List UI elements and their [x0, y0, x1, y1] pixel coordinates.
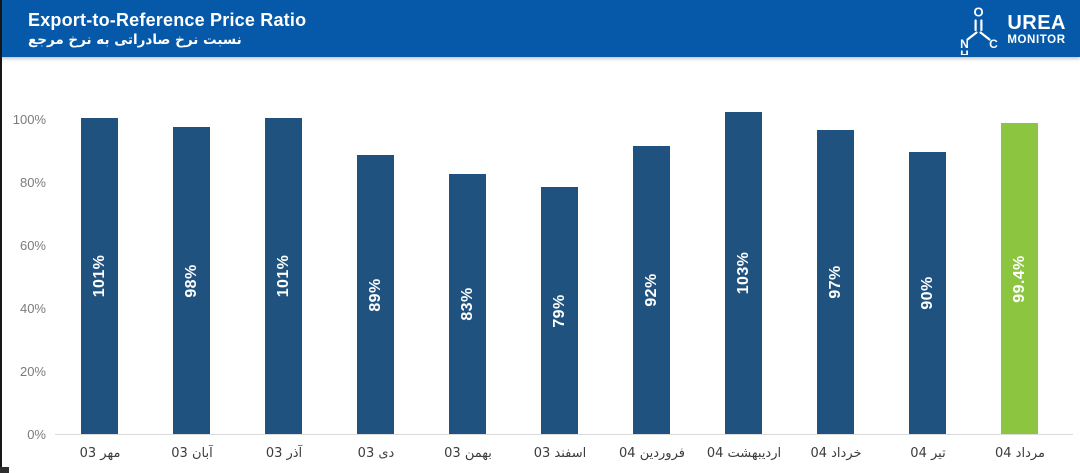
bar-value-label: 98%	[182, 263, 200, 298]
atom-o: O	[974, 4, 984, 19]
atom-c: C	[989, 37, 998, 51]
x-axis-label: آبان 03	[171, 446, 213, 461]
x-axis-label: مهر 03	[79, 446, 121, 461]
y-axis-tick-label: 100%	[12, 112, 46, 127]
x-axis-label: آذر 03	[265, 446, 303, 461]
bar-value-label: 99.4%	[1010, 254, 1028, 303]
bar-2: 98%	[173, 127, 210, 434]
header: Export-to-Reference Price Ratio نسبت نرخ…	[0, 0, 1080, 57]
bar-value-label: 89%	[366, 277, 384, 312]
header-titles: Export-to-Reference Price Ratio نسبت نرخ…	[0, 10, 306, 48]
bar-10: 90%	[909, 152, 946, 434]
bar-6: 79%	[541, 187, 578, 434]
screen-corner-artifact	[0, 467, 9, 473]
page-title: Export-to-Reference Price Ratio	[28, 9, 307, 30]
x-axis-label: اردیبهشت 04	[706, 446, 782, 461]
bar-7: 92%	[633, 146, 670, 434]
atom-h: H	[960, 48, 969, 55]
y-axis-tick-label: 20%	[19, 364, 46, 379]
logo-suffix: MONITOR	[1007, 33, 1066, 46]
screen-left-border	[0, 0, 2, 473]
y-axis-tick-label: 80%	[19, 175, 46, 190]
x-axis-label: اسفند 03	[533, 446, 587, 461]
logo-text: UREA MONITOR	[1007, 13, 1066, 47]
page-subtitle-farsi: نسبت نرخ صادراتی به نرخ مرجع	[28, 31, 242, 48]
x-axis-line	[55, 434, 1073, 435]
y-axis-tick-label: 60%	[19, 238, 46, 253]
bar-9: 97%	[817, 130, 854, 434]
bar-value-label: 101%	[90, 254, 108, 298]
y-axis-tick-label: 0%	[27, 427, 46, 442]
bar-4: 89%	[357, 155, 394, 434]
bar-11: 99.4%	[1001, 123, 1038, 434]
bar-value-label: 97%	[826, 265, 844, 299]
bar-value-label: 103%	[734, 251, 752, 295]
bar-3: 101%	[265, 118, 302, 434]
urea-molecule-icon: O N H C	[960, 4, 998, 55]
x-axis-label: فروردین 04	[619, 446, 685, 461]
bar-1: 101%	[81, 118, 118, 434]
bar-value-label: 92%	[642, 273, 660, 307]
x-axis-label: تیر 04	[910, 446, 946, 461]
bar-8: 103%	[725, 112, 762, 434]
bar-value-label: 90%	[918, 276, 936, 310]
urea-monitor-logo: O N H C UREA MONITOR	[957, 3, 1080, 55]
atom-n: N	[960, 37, 969, 51]
y-axis-tick-label: 40%	[19, 301, 46, 316]
bar-value-label: 79%	[550, 293, 568, 328]
bar-5: 83%	[449, 174, 486, 434]
x-axis-label: خرداد 04	[810, 446, 862, 461]
bar-value-label: 101%	[274, 254, 292, 298]
x-axis-label: بهمن 03	[444, 446, 492, 461]
bar-value-label: 83%	[458, 287, 476, 321]
x-axis-label: دی 03	[357, 446, 395, 461]
x-axis-label: مرداد 04	[994, 446, 1045, 461]
logo-name: UREA	[1007, 11, 1066, 34]
